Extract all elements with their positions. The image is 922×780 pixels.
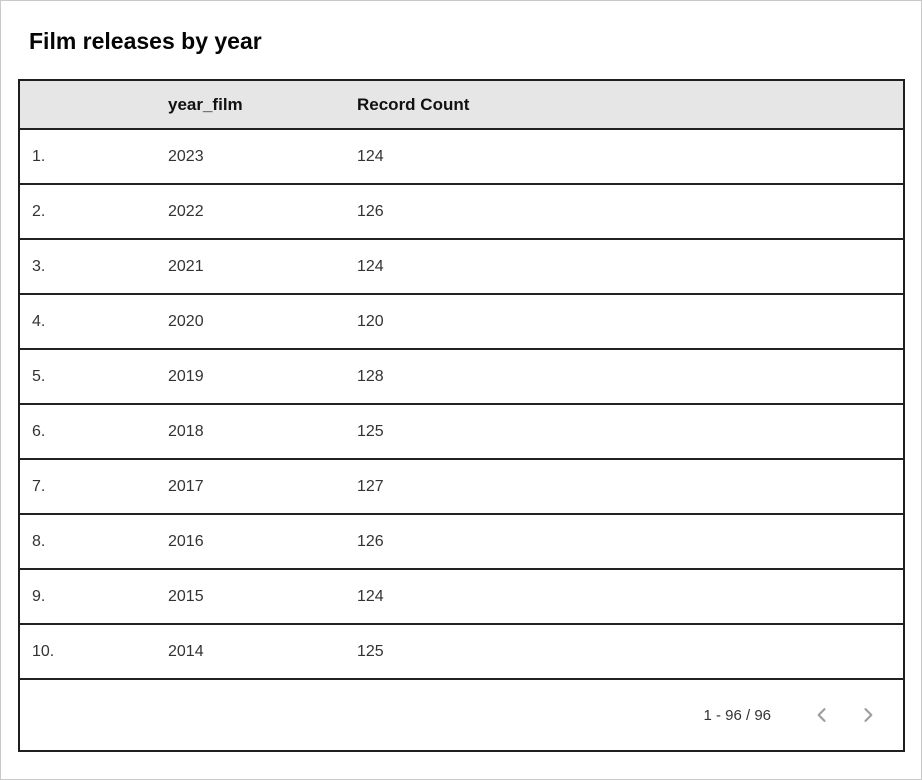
count-cell: 124 — [357, 587, 384, 605]
page-title: Film releases by year — [29, 28, 262, 54]
table-header-row: year_film Record Count — [20, 81, 903, 128]
row-index: 10. — [32, 642, 55, 660]
count-cell: 126 — [357, 202, 384, 220]
table-row[interactable]: 3. 2021 124 — [20, 238, 903, 293]
table-row[interactable]: 2. 2022 126 — [20, 183, 903, 238]
year-cell: 2020 — [168, 312, 204, 330]
count-cell: 127 — [357, 477, 384, 495]
row-index: 2. — [32, 202, 46, 220]
year-cell: 2014 — [168, 642, 204, 660]
row-index: 5. — [32, 367, 46, 385]
prev-page-button[interactable] — [799, 694, 845, 736]
row-index: 6. — [32, 422, 46, 440]
col-header-year-film[interactable]: year_film — [168, 94, 243, 114]
row-index: 4. — [32, 312, 46, 330]
count-cell: 125 — [357, 642, 384, 660]
count-cell: 126 — [357, 532, 384, 550]
table-row[interactable]: 9. 2015 124 — [20, 568, 903, 623]
count-cell: 120 — [357, 312, 384, 330]
year-cell: 2016 — [168, 532, 204, 550]
col-header-record-count[interactable]: Record Count — [357, 94, 470, 114]
pagination-bar: 1 - 96 / 96 — [20, 678, 903, 750]
chevron-left-icon — [817, 708, 826, 722]
table-row[interactable]: 7. 2017 127 — [20, 458, 903, 513]
table-row[interactable]: 6. 2018 125 — [20, 403, 903, 458]
table-row[interactable]: 5. 2019 128 — [20, 348, 903, 403]
table-row[interactable]: 1. 2023 124 — [20, 128, 903, 183]
row-index: 9. — [32, 587, 46, 605]
year-cell: 2023 — [168, 147, 204, 165]
year-cell: 2018 — [168, 422, 204, 440]
year-cell: 2017 — [168, 477, 204, 495]
row-index: 8. — [32, 532, 46, 550]
count-cell: 125 — [357, 422, 384, 440]
year-cell: 2015 — [168, 587, 204, 605]
year-cell: 2019 — [168, 367, 204, 385]
table-row[interactable]: 4. 2020 120 — [20, 293, 903, 348]
count-cell: 128 — [357, 367, 384, 385]
row-index: 1. — [32, 147, 46, 165]
year-cell: 2021 — [168, 257, 204, 275]
data-table: year_film Record Count 1. 2023 124 2. 20… — [18, 79, 905, 752]
count-cell: 124 — [357, 147, 384, 165]
count-cell: 124 — [357, 257, 384, 275]
row-index: 3. — [32, 257, 46, 275]
chevron-right-icon — [864, 708, 873, 722]
next-page-button[interactable] — [845, 694, 891, 736]
row-index: 7. — [32, 477, 46, 495]
table-row[interactable]: 10. 2014 125 — [20, 623, 903, 678]
pagination-range: 1 - 96 / 96 — [703, 706, 771, 724]
table-row[interactable]: 8. 2016 126 — [20, 513, 903, 568]
year-cell: 2022 — [168, 202, 204, 220]
